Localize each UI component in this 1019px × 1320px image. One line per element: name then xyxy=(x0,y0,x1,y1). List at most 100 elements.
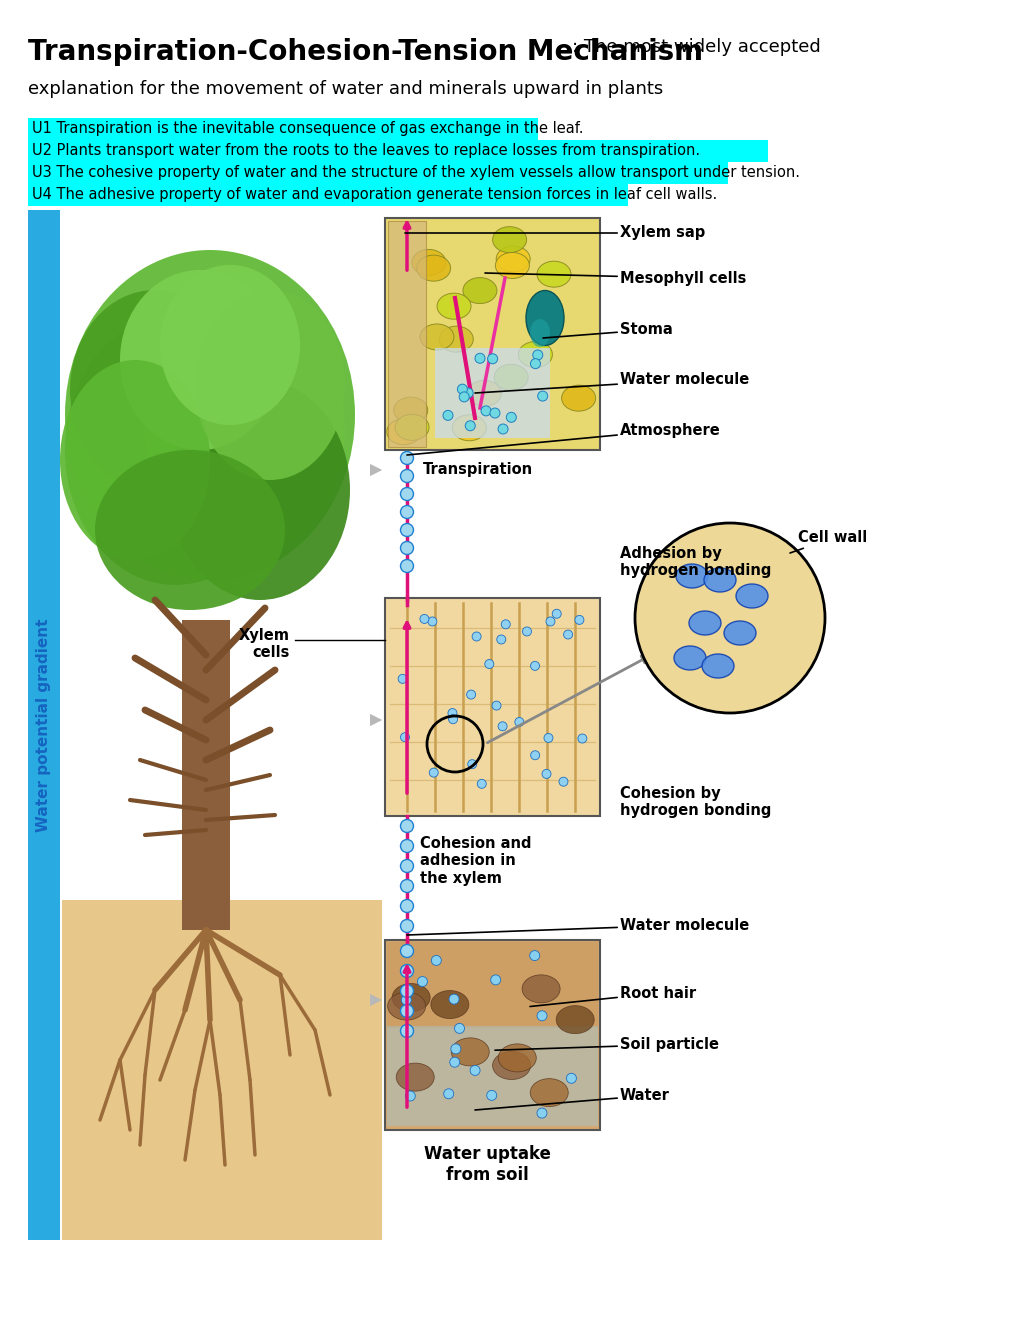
Circle shape xyxy=(532,350,542,360)
Text: Transpiration: Transpiration xyxy=(423,462,533,477)
Circle shape xyxy=(481,405,490,416)
Bar xyxy=(387,220,426,447)
Ellipse shape xyxy=(450,1038,489,1065)
Bar xyxy=(384,940,599,1130)
Circle shape xyxy=(551,610,560,618)
Circle shape xyxy=(477,779,486,788)
Ellipse shape xyxy=(386,418,421,445)
Bar xyxy=(386,1026,597,1126)
Circle shape xyxy=(400,487,413,500)
Ellipse shape xyxy=(195,290,344,480)
Circle shape xyxy=(489,408,499,418)
Ellipse shape xyxy=(561,385,595,411)
Circle shape xyxy=(400,733,409,742)
Circle shape xyxy=(400,859,413,873)
Text: Stoma: Stoma xyxy=(542,322,673,338)
Circle shape xyxy=(541,770,550,779)
Circle shape xyxy=(431,956,441,965)
Circle shape xyxy=(515,718,524,726)
Circle shape xyxy=(405,1092,415,1101)
Circle shape xyxy=(454,1023,464,1034)
Ellipse shape xyxy=(436,293,471,319)
Circle shape xyxy=(472,632,481,642)
Ellipse shape xyxy=(494,364,528,391)
Text: U4 The adhesive property of water and evaporation generate tension forces in lea: U4 The adhesive property of water and ev… xyxy=(32,187,716,202)
Text: Water uptake
from soil: Water uptake from soil xyxy=(424,1144,550,1184)
Text: : The most widely accepted: : The most widely accepted xyxy=(572,38,820,55)
Circle shape xyxy=(400,470,413,483)
Ellipse shape xyxy=(394,414,429,441)
Circle shape xyxy=(457,384,467,395)
Circle shape xyxy=(400,1005,413,1018)
Circle shape xyxy=(449,1057,460,1067)
Ellipse shape xyxy=(393,397,427,424)
Bar xyxy=(28,210,60,1239)
Ellipse shape xyxy=(526,290,564,346)
Circle shape xyxy=(427,616,436,626)
Circle shape xyxy=(558,777,568,787)
Circle shape xyxy=(487,354,497,364)
Circle shape xyxy=(463,388,473,399)
Circle shape xyxy=(465,421,475,430)
Circle shape xyxy=(500,620,510,628)
Text: Cell wall: Cell wall xyxy=(790,531,866,553)
Ellipse shape xyxy=(170,380,350,601)
Circle shape xyxy=(522,627,531,636)
Ellipse shape xyxy=(451,414,486,441)
Bar xyxy=(28,140,767,162)
Bar xyxy=(28,117,537,140)
Circle shape xyxy=(530,661,539,671)
Circle shape xyxy=(486,1090,496,1101)
Circle shape xyxy=(448,714,458,723)
Ellipse shape xyxy=(530,1078,568,1106)
Circle shape xyxy=(564,630,572,639)
Circle shape xyxy=(459,392,469,401)
Ellipse shape xyxy=(495,246,530,272)
Ellipse shape xyxy=(723,620,755,645)
Circle shape xyxy=(635,523,824,713)
Ellipse shape xyxy=(420,323,453,350)
Text: explanation for the movement of water and minerals upward in plants: explanation for the movement of water an… xyxy=(28,81,662,98)
Circle shape xyxy=(470,1065,480,1076)
Text: Water molecule: Water molecule xyxy=(407,917,749,935)
Ellipse shape xyxy=(676,564,707,587)
Circle shape xyxy=(497,722,506,731)
Circle shape xyxy=(530,751,539,760)
Circle shape xyxy=(400,451,413,465)
Text: Cohesion and
adhesion in
the xylem: Cohesion and adhesion in the xylem xyxy=(420,836,531,886)
Circle shape xyxy=(475,354,484,363)
Bar xyxy=(386,942,597,1027)
Circle shape xyxy=(400,506,413,519)
Circle shape xyxy=(400,995,411,1005)
Bar xyxy=(384,218,599,450)
Ellipse shape xyxy=(430,990,469,1019)
Ellipse shape xyxy=(95,450,284,610)
Circle shape xyxy=(484,660,493,668)
Ellipse shape xyxy=(467,380,501,407)
Ellipse shape xyxy=(495,252,529,279)
Circle shape xyxy=(566,1073,576,1084)
Circle shape xyxy=(400,965,413,978)
Circle shape xyxy=(545,616,554,626)
Ellipse shape xyxy=(518,342,552,367)
Ellipse shape xyxy=(412,249,445,276)
Bar xyxy=(384,598,599,816)
Text: Transpiration-Cohesion-Tension Mechanism: Transpiration-Cohesion-Tension Mechanism xyxy=(28,38,702,66)
Ellipse shape xyxy=(498,1044,536,1072)
Ellipse shape xyxy=(736,583,767,609)
Circle shape xyxy=(466,690,475,700)
Circle shape xyxy=(450,1044,461,1053)
Circle shape xyxy=(575,615,583,624)
Text: Adhesion by
hydrogen bonding: Adhesion by hydrogen bonding xyxy=(620,546,770,578)
Text: Cohesion by
hydrogen bonding: Cohesion by hydrogen bonding xyxy=(620,785,770,818)
Ellipse shape xyxy=(555,1006,594,1034)
Bar xyxy=(181,620,229,931)
Text: Xylem
cells: Xylem cells xyxy=(238,628,289,660)
Circle shape xyxy=(491,701,500,710)
Bar xyxy=(28,162,728,183)
Text: Water potential gradient: Water potential gradient xyxy=(37,618,51,832)
Circle shape xyxy=(537,391,547,401)
Ellipse shape xyxy=(65,249,355,579)
Circle shape xyxy=(468,760,476,768)
Circle shape xyxy=(448,994,459,1005)
